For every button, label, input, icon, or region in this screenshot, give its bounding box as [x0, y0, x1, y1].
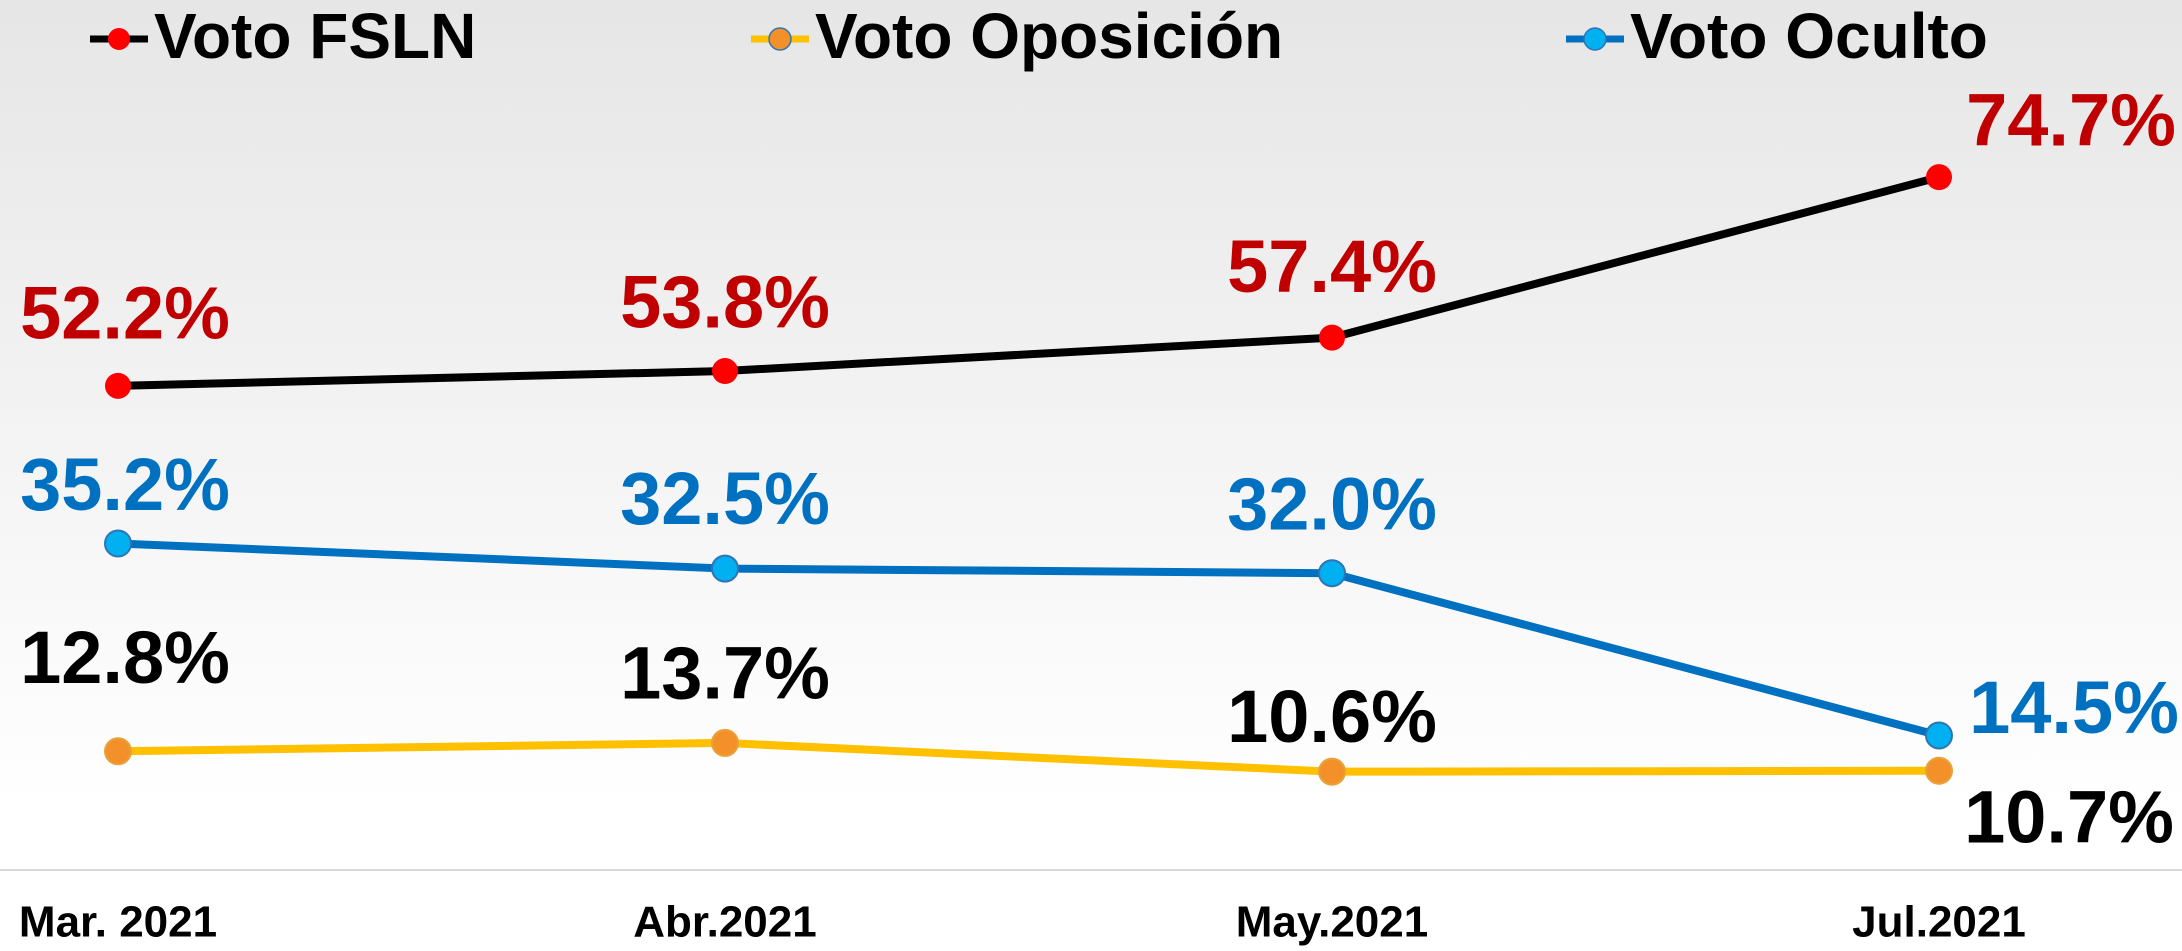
data-point — [1319, 324, 1345, 351]
data-label: 13.7% — [620, 631, 830, 714]
data-label: 12.8% — [20, 616, 230, 699]
series-line — [117, 173, 1941, 390]
data-point — [1318, 559, 1346, 588]
data-point — [1925, 756, 1953, 785]
data-label: 52.2% — [20, 271, 230, 354]
x-tick-label: May.2021 — [1236, 898, 1428, 947]
legend-marker — [1583, 27, 1607, 51]
data-label: 32.5% — [620, 457, 830, 540]
data-point — [711, 728, 739, 757]
data-label: 32.0% — [1227, 463, 1437, 546]
x-tick-label: Mar. 2021 — [19, 898, 217, 947]
data-label: 10.6% — [1227, 675, 1437, 758]
x-tick-label: Jul.2021 — [1852, 898, 2026, 947]
data-label: 53.8% — [620, 261, 830, 344]
legend-label: Voto FSLN — [154, 0, 476, 72]
legend-label: Voto Oposición — [815, 0, 1283, 72]
data-point — [105, 372, 131, 399]
data-label: 10.7% — [1964, 775, 2174, 858]
series-line — [117, 738, 1940, 776]
data-label: 35.2% — [20, 443, 230, 526]
legend-label: Voto Oculto — [1630, 0, 1988, 72]
data-point — [1318, 757, 1346, 786]
data-point — [711, 554, 739, 583]
data-point — [104, 529, 132, 558]
data-label: 14.5% — [1969, 666, 2179, 749]
data-point — [1925, 721, 1953, 750]
data-point — [104, 737, 132, 766]
data-label: 57.4% — [1227, 225, 1437, 308]
series-line — [117, 539, 1941, 740]
data-label: 74.7% — [1966, 79, 2176, 162]
data-point — [712, 358, 738, 385]
x-tick-label: Abr.2021 — [633, 898, 816, 947]
data-point — [1926, 164, 1952, 191]
legend-marker — [768, 27, 792, 51]
legend-marker — [108, 28, 130, 50]
